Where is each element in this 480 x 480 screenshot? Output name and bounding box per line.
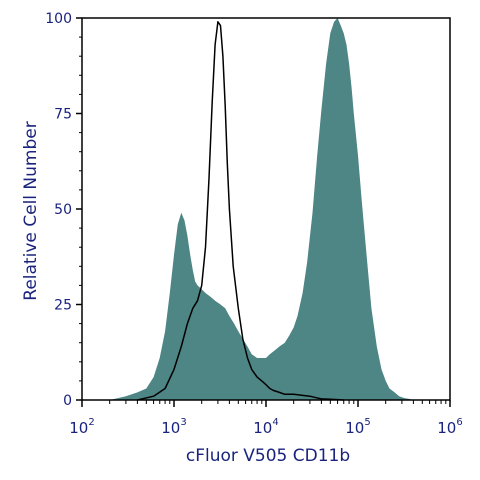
y-tick-label: 75 [54, 107, 72, 123]
y-axis-label: Relative Cell Number [21, 121, 41, 300]
plot-frame [81, 17, 451, 401]
x-axis-ticks: 102 103 104 105 106 [69, 400, 463, 437]
filled-histogram-series [109, 18, 414, 400]
y-tick-label: 100 [45, 11, 72, 27]
x-tick-label: 104 [253, 417, 278, 437]
x-tick-label: 103 [161, 417, 186, 437]
outline-histogram-series [137, 21, 344, 401]
x-tick-label: 102 [69, 417, 94, 437]
x-axis-label: cFluor V505 CD11b [186, 446, 350, 466]
x-tick-label: 105 [345, 417, 370, 437]
plot-area [109, 18, 414, 401]
y-axis-ticks: 0 25 50 75 100 [45, 11, 82, 409]
y-tick-label: 25 [54, 298, 72, 314]
y-tick-label: 50 [54, 202, 72, 218]
y-tick-label: 0 [63, 393, 72, 409]
x-tick-label: 106 [437, 417, 462, 437]
